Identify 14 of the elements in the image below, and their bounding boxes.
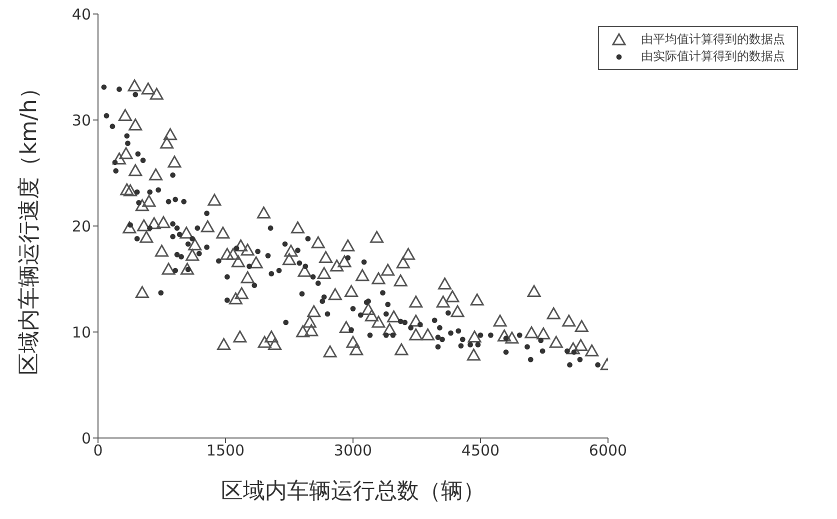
y-tick-label: 10 [72, 323, 91, 342]
x-tick-label: 3000 [334, 442, 372, 460]
y-axis-title: 区域内车辆运行速度（km/h） [16, 77, 42, 375]
x-tick-label: 6000 [588, 442, 628, 460]
y-tick-label: 30 [72, 111, 91, 130]
legend-label: 由实际值计算得到的数据点 [641, 48, 785, 65]
x-axis-title: 区域内车辆运行总数（辆） [221, 479, 485, 504]
y-tick-label: 20 [72, 217, 91, 236]
x-tick-label: 0 [93, 442, 103, 460]
x-tick-label: 4500 [461, 442, 500, 460]
y-tick-label: 0 [81, 429, 91, 448]
legend-label: 由平均值计算得到的数据点 [641, 31, 785, 48]
x-tick-label: 1500 [206, 442, 245, 460]
y-tick-label: 40 [72, 5, 91, 24]
